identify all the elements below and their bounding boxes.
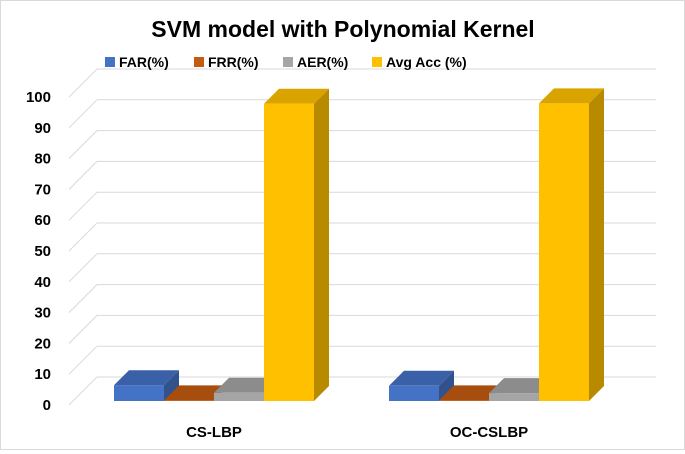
bar-front — [439, 400, 489, 401]
legend-item: AER(%) — [283, 54, 348, 70]
bar-0-0 — [114, 370, 179, 401]
y-tick-label: 80 — [34, 151, 51, 168]
legend-item: Avg Acc (%) — [372, 54, 467, 70]
y-tick-label: 20 — [34, 335, 51, 352]
x-category-label: OC-CSLBP — [450, 424, 528, 441]
bar-front — [164, 400, 214, 401]
bar-top — [389, 370, 454, 386]
y-tick-label: 0 — [43, 397, 51, 414]
y-tick-label: 70 — [34, 181, 51, 198]
gridline-side — [68, 130, 98, 159]
legend-item: FRR(%) — [194, 54, 259, 70]
x-category-label: CS-LBP — [186, 424, 242, 441]
y-tick-label: 100 — [26, 89, 51, 106]
legend-swatch — [283, 57, 293, 67]
legend-swatch — [372, 57, 382, 67]
bar-top — [264, 88, 329, 104]
legend-swatch — [105, 57, 115, 67]
bar-1-0 — [389, 370, 454, 401]
gridline-side — [68, 345, 98, 375]
bar-side — [439, 370, 454, 401]
bar-front — [389, 385, 439, 401]
bar-top — [439, 385, 504, 401]
y-tick-label: 90 — [34, 120, 51, 137]
gridline-side — [68, 222, 98, 252]
bar-front — [264, 103, 314, 402]
gridline-side — [68, 315, 98, 344]
x-axis-categories: CS-LBP OC-CSLBP — [186, 424, 528, 441]
gridline-side — [68, 99, 98, 129]
legend: FAR(%) FRR(%) AER(%) Avg Acc (%) — [105, 54, 467, 70]
gridline-side — [68, 68, 98, 98]
y-tick-label: 40 — [34, 274, 51, 291]
bar-front — [539, 103, 589, 401]
bars — [114, 88, 604, 402]
legend-label: FAR(%) — [119, 54, 169, 70]
chart-title: SVM model with Polynomial Kernel — [151, 16, 534, 42]
gridline-side — [68, 376, 98, 406]
gridline-side — [68, 161, 98, 190]
gridline-side — [68, 284, 98, 313]
y-axis-ticks: 0 10 20 30 40 50 60 70 80 90 100 — [26, 89, 51, 414]
bar-top — [539, 88, 604, 104]
legend-item: FAR(%) — [105, 54, 169, 70]
y-tick-label: 50 — [34, 243, 51, 260]
bar-top — [164, 385, 229, 401]
bar-top — [214, 377, 279, 393]
bar-side — [164, 370, 179, 401]
bar-side — [589, 88, 604, 401]
bar-front — [489, 393, 539, 401]
bar-1-3 — [539, 88, 604, 401]
y-tick-label: 60 — [34, 212, 51, 229]
bar-top — [489, 378, 554, 394]
legend-swatch — [194, 57, 204, 67]
gridline-side — [68, 191, 98, 221]
legend-label: AER(%) — [297, 54, 348, 70]
legend-label: FRR(%) — [208, 54, 259, 70]
bar-side — [314, 88, 329, 402]
gridline-side — [68, 253, 98, 283]
y-tick-label: 30 — [34, 305, 51, 322]
bar-top — [114, 370, 179, 386]
y-tick-label: 10 — [34, 366, 51, 383]
legend-label: Avg Acc (%) — [386, 54, 467, 70]
bar-front — [214, 392, 264, 401]
bar-0-3 — [264, 88, 329, 402]
bar-front — [114, 385, 164, 401]
